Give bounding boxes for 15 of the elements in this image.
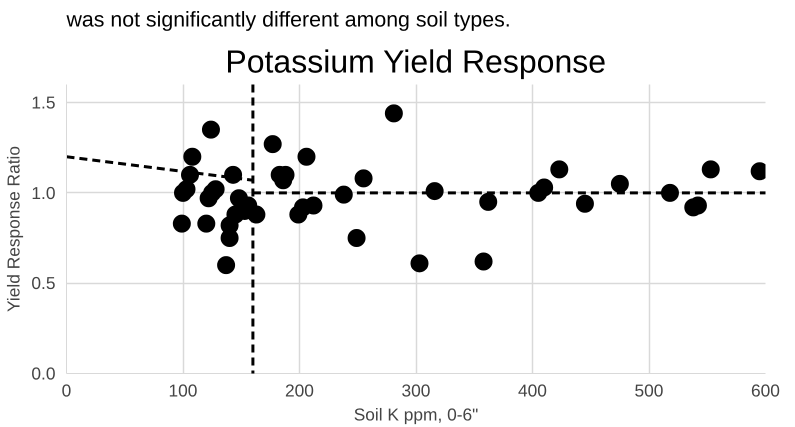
- x-tick-label: 200: [285, 380, 314, 400]
- x-tick-label: 400: [518, 380, 547, 400]
- x-tick-label: 100: [168, 380, 198, 400]
- x-tick-label: 500: [634, 380, 664, 400]
- x-tick-label: 0: [62, 380, 72, 400]
- y-tick-label: 1.5: [31, 92, 56, 113]
- y-axis-title: Yield Response Ratio: [3, 146, 24, 312]
- y-tick-label: 1.0: [31, 182, 56, 203]
- y-tick-label: 0.0: [31, 364, 56, 384]
- chart-title: Potassium Yield Response: [225, 44, 606, 80]
- x-tick-label: 300: [402, 380, 430, 400]
- x-tick-label: 600: [751, 380, 780, 400]
- y-tick-label: 0.5: [31, 273, 56, 294]
- x-axis-title: Soil K ppm, 0-6": [354, 404, 478, 424]
- text: was not significantly different among soil types.: [66, 8, 511, 32]
